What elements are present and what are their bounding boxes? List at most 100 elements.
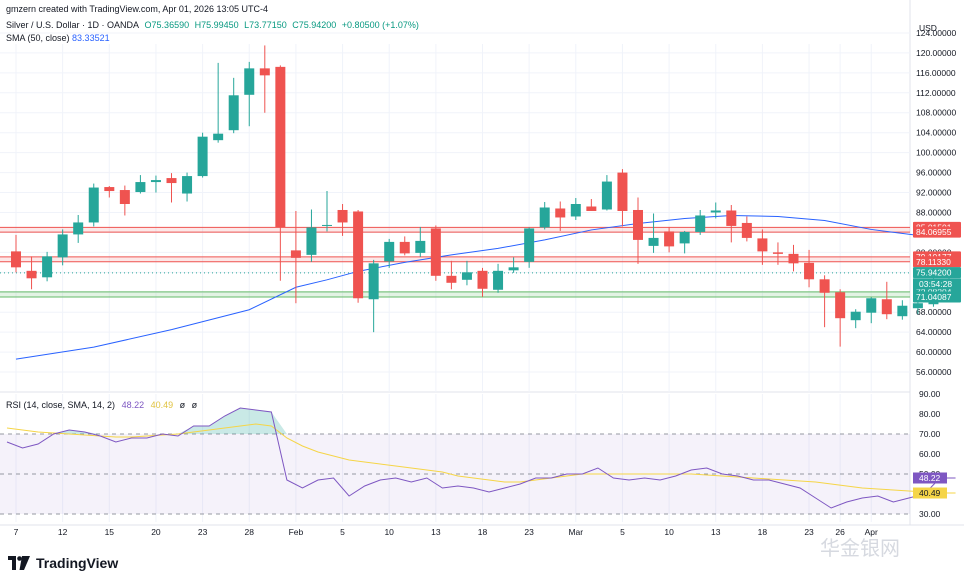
candle-body bbox=[384, 241, 395, 262]
candle-body bbox=[353, 211, 364, 299]
rsi-tick-label: 80.00 bbox=[919, 409, 941, 419]
candle-body bbox=[617, 172, 628, 211]
candle-body bbox=[679, 231, 690, 244]
sma-label: SMA (50, close) bbox=[6, 33, 70, 43]
rsi-label: RSI (14, close, SMA, 14, 2) bbox=[6, 400, 116, 410]
candle-body bbox=[493, 270, 504, 290]
price-tick-label: 100.00000 bbox=[916, 148, 956, 158]
candle-body bbox=[259, 68, 270, 76]
currency-label: USD bbox=[919, 23, 937, 33]
time-tick-label: 23 bbox=[524, 527, 534, 537]
rsi-tick-label: 90.00 bbox=[919, 389, 941, 399]
time-tick-label: Feb bbox=[289, 527, 304, 537]
candle-body bbox=[881, 299, 892, 315]
candle-body bbox=[213, 133, 224, 141]
close-value: C75.94200 bbox=[292, 20, 337, 30]
candle-body bbox=[866, 298, 877, 313]
candle-body bbox=[228, 95, 239, 131]
countdown-label: 03:54:28 bbox=[919, 279, 952, 289]
sma-value: 83.33521 bbox=[72, 33, 110, 43]
candle-body bbox=[741, 222, 752, 238]
candle-body bbox=[135, 182, 146, 193]
candle-body bbox=[664, 231, 675, 247]
candle-body bbox=[788, 253, 799, 264]
time-tick-label: 13 bbox=[431, 527, 441, 537]
rsi-value: 48.22 bbox=[121, 400, 145, 410]
tradingview-logo-icon bbox=[8, 556, 30, 570]
candle-body bbox=[772, 252, 783, 254]
candle-body bbox=[850, 311, 861, 321]
time-tick-label: 10 bbox=[384, 527, 394, 537]
candle-body bbox=[648, 237, 659, 246]
rsi-sma-bg bbox=[913, 487, 947, 499]
price-label-bg bbox=[913, 226, 961, 238]
candle-body bbox=[42, 256, 53, 278]
price-tick-label: 120.00000 bbox=[916, 48, 956, 58]
price-label-bg bbox=[913, 256, 961, 268]
candle-body bbox=[897, 305, 908, 317]
time-tick-label: 7 bbox=[14, 527, 19, 537]
rsi-extra-1: ø bbox=[179, 400, 186, 410]
candle-body bbox=[477, 270, 488, 289]
candle-body bbox=[275, 66, 286, 228]
price-label-text: 78.11330 bbox=[916, 257, 951, 267]
rsi-value-tag: 48.22 bbox=[913, 472, 947, 484]
rsi-sma-text: 40.49 bbox=[919, 488, 941, 498]
rsi-value-bg bbox=[913, 472, 947, 484]
time-tick-label: 10 bbox=[664, 527, 674, 537]
candle-body bbox=[57, 234, 68, 258]
time-tick-label: 5 bbox=[620, 527, 625, 537]
time-tick-label: 18 bbox=[478, 527, 488, 537]
countdown-bg bbox=[913, 278, 961, 290]
price-tick-label: 96.00000 bbox=[916, 168, 952, 178]
candle-body bbox=[244, 68, 255, 95]
candle-body bbox=[804, 262, 815, 280]
rsi-value-text: 48.22 bbox=[919, 473, 941, 483]
price-tick-label: 112.00000 bbox=[916, 88, 956, 98]
rsi-tick-label: 60.00 bbox=[919, 449, 941, 459]
price-tick-label: 88.00000 bbox=[916, 207, 952, 217]
price-label-tag: 71.04087 bbox=[913, 291, 961, 303]
candle-body bbox=[166, 178, 177, 184]
candle-body bbox=[633, 209, 643, 240]
candle-body bbox=[461, 272, 472, 280]
candle-body bbox=[586, 206, 597, 211]
candle-body bbox=[26, 270, 37, 279]
candle-body bbox=[508, 267, 519, 271]
price-label-text: 71.04087 bbox=[916, 292, 952, 302]
candle-body bbox=[726, 210, 737, 226]
time-tick-label: 15 bbox=[105, 527, 115, 537]
candle-body bbox=[819, 279, 830, 293]
candle-body bbox=[446, 275, 457, 283]
rsi-overbought-fill bbox=[178, 408, 287, 434]
price-tick-label: 92.00000 bbox=[916, 188, 952, 198]
rsi-line bbox=[6, 407, 956, 509]
price-tick-label: 64.00000 bbox=[916, 327, 952, 337]
support-zone bbox=[0, 291, 910, 298]
tradingview-logo[interactable]: TradingView bbox=[8, 555, 118, 571]
price-label-tag: 78.11330 bbox=[913, 256, 961, 268]
low-value: L73.77150 bbox=[244, 20, 287, 30]
candle-body bbox=[415, 240, 426, 253]
sma-legend: SMA (50, close) 83.33521 bbox=[6, 33, 110, 43]
price-label-bg bbox=[913, 291, 961, 303]
candle-body bbox=[322, 224, 332, 226]
time-tick-label: 28 bbox=[245, 527, 255, 537]
candle-body bbox=[835, 292, 846, 319]
price-tick-label: 104.00000 bbox=[916, 128, 956, 138]
time-tick-label: 18 bbox=[758, 527, 768, 537]
symbol-legend: Silver / U.S. Dollar · 1D · OANDA O75.36… bbox=[6, 20, 422, 30]
candle-body bbox=[104, 187, 115, 192]
rsi-band-fill bbox=[0, 434, 910, 514]
change-value: +0.80500 (+1.07%) bbox=[341, 20, 419, 30]
candle-body bbox=[695, 215, 706, 232]
candle-body bbox=[150, 180, 161, 183]
resistance-zone bbox=[0, 256, 910, 262]
open-value: O75.36590 bbox=[144, 20, 190, 30]
candle-body bbox=[11, 251, 21, 268]
candle-body bbox=[555, 208, 566, 218]
time-tick-label: Mar bbox=[568, 527, 583, 537]
time-tick-label: 26 bbox=[835, 527, 845, 537]
logo-text: TradingView bbox=[36, 555, 119, 571]
